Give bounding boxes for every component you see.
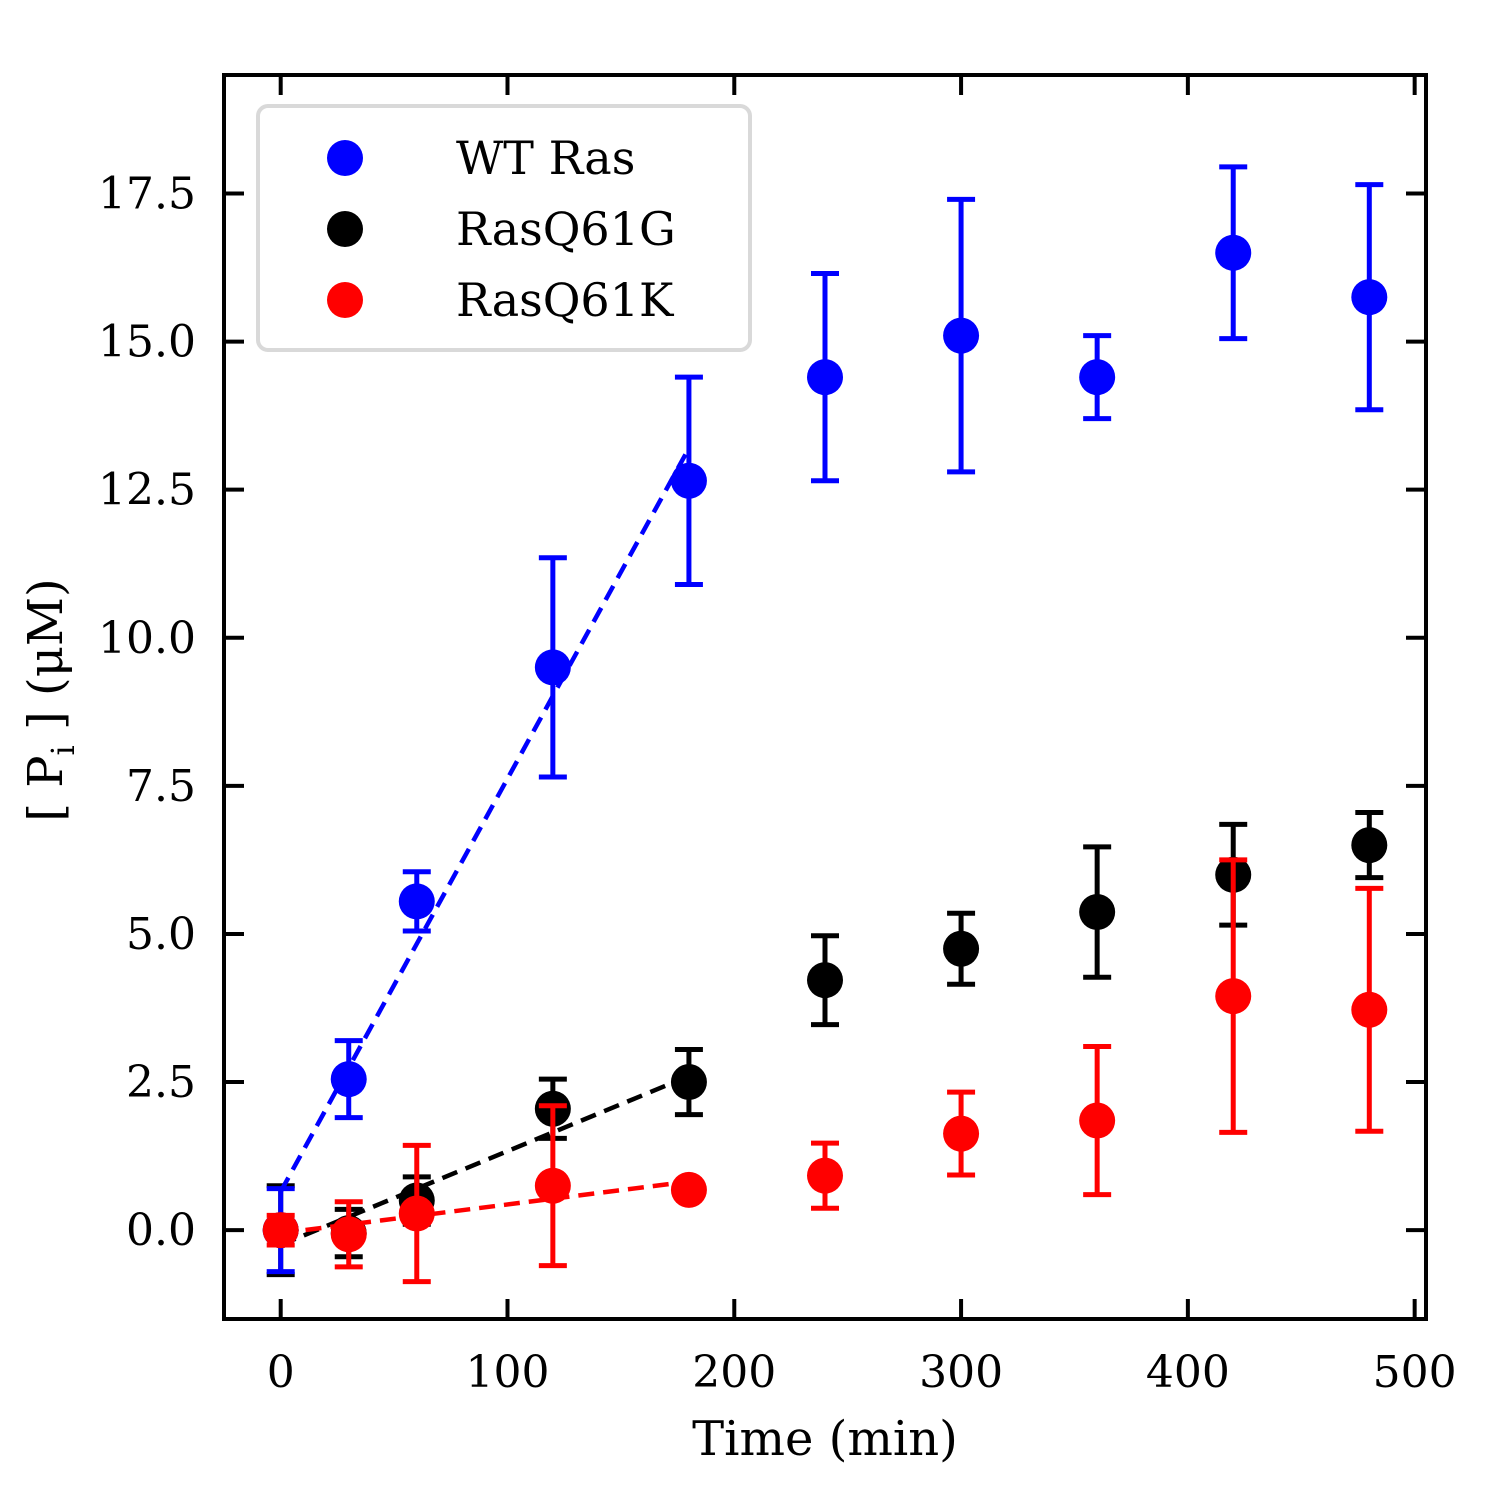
y-tick-label: 10.0 — [98, 613, 196, 664]
fit-line — [280, 1179, 690, 1236]
x-tick-label: 300 — [919, 1347, 1003, 1398]
legend-marker — [327, 211, 363, 247]
y-tick-label: 12.5 — [98, 465, 196, 516]
data-point — [1079, 359, 1116, 396]
data-point — [670, 1064, 707, 1101]
y-axis-label: [ Pi ] (μM) — [18, 578, 82, 822]
legend-label: WT Ras — [456, 131, 635, 185]
data-point — [1351, 991, 1388, 1028]
y-tick-label: 17.5 — [98, 168, 196, 219]
series-rasq61k — [262, 857, 1388, 1285]
data-point — [534, 649, 571, 686]
data-point — [807, 359, 843, 396]
y-axis-label-prefix: [ P — [18, 756, 74, 822]
data-point — [943, 930, 980, 967]
data-point — [1351, 827, 1388, 864]
data-point — [262, 1212, 299, 1249]
y-tick-label: 2.5 — [126, 1057, 196, 1108]
data-point — [398, 1195, 435, 1232]
data-point — [1079, 1102, 1116, 1139]
y-tick-label: 7.5 — [126, 761, 196, 812]
legend-marker — [327, 282, 363, 318]
legend-box — [256, 104, 752, 352]
data-point — [807, 1157, 843, 1194]
x-axis-label: Time (min) — [692, 1411, 958, 1467]
legend-label: RasQ61G — [456, 202, 676, 256]
fit-line — [278, 447, 691, 1193]
y-axis-label-suffix: ] (μM) — [18, 578, 74, 745]
y-tick-label: 0.0 — [126, 1205, 196, 1256]
data-point — [534, 1167, 571, 1204]
legend-label: RasQ61K — [456, 273, 675, 327]
data-point — [398, 883, 435, 920]
data-point — [943, 1115, 980, 1152]
legend: WT Ras RasQ61G RasQ61K — [256, 104, 752, 352]
data-point — [330, 1216, 367, 1253]
x-tick-label: 100 — [465, 1347, 549, 1398]
data-point — [670, 462, 707, 499]
data-point — [330, 1061, 367, 1098]
legend-marker — [327, 140, 363, 176]
plot-marks — [262, 164, 1388, 1285]
data-point — [670, 1171, 707, 1208]
data-point — [1215, 978, 1252, 1015]
y-tick-label: 5.0 — [126, 909, 196, 960]
plot-frame — [222, 73, 1428, 1321]
axis-ticks: 0 100 200 300 400 500 0.0 2.5 5.0 7.5 10.0 12.5 15.0… — [98, 75, 1457, 1398]
y-axis-label-subscript: i — [44, 745, 82, 755]
data-point — [943, 317, 980, 354]
data-point — [1215, 234, 1252, 271]
x-tick-label: 400 — [1146, 1347, 1230, 1398]
data-point — [807, 962, 843, 999]
data-point — [1351, 279, 1388, 316]
x-tick-label: 500 — [1373, 1347, 1457, 1398]
data-point — [1079, 894, 1116, 931]
x-tick-label: 200 — [692, 1347, 776, 1398]
y-tick-label: 15.0 — [98, 317, 196, 368]
x-tick-label: 0 — [267, 1347, 295, 1398]
